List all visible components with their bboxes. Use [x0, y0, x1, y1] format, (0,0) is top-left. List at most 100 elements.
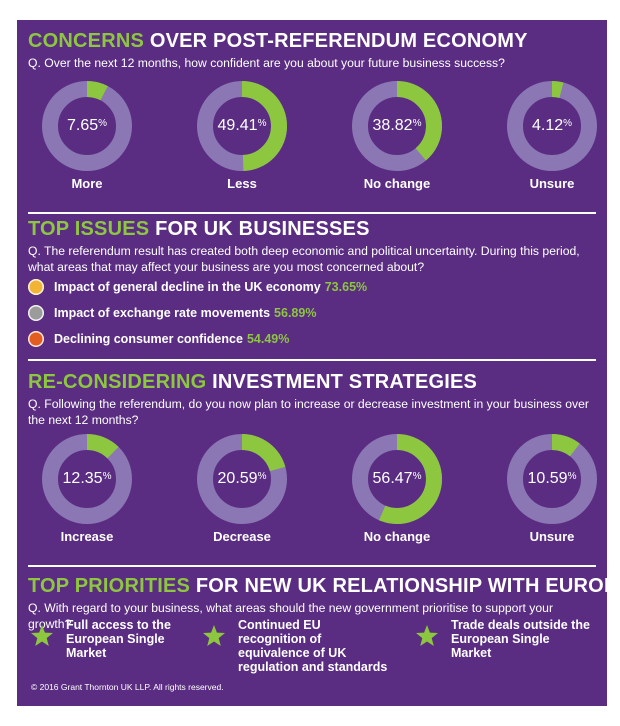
donut-value-number: 7.65 [66, 117, 99, 134]
title-highlight: TOP PRIORITIES [28, 575, 191, 597]
donut-chart: 49.41% Less [182, 80, 302, 210]
donut-svg [352, 434, 442, 524]
divider [28, 212, 596, 214]
donut-value-label: 56.47% [337, 469, 457, 489]
issue-label: Declining consumer confidence [54, 332, 243, 346]
donut-category-label: More [71, 176, 103, 191]
section-title: RE-CONSIDERING INVESTMENT STRATEGIES [28, 371, 598, 393]
donut-category-label: Less [227, 176, 257, 191]
donut-category-label: Decrease [213, 529, 271, 544]
donut-chart: 7.65% More [27, 80, 147, 210]
divider [28, 359, 596, 361]
percent-sign: % [412, 118, 422, 129]
donut-value-number: 10.59 [527, 470, 568, 487]
issue-item: Impact of general decline in the UK econ… [28, 277, 367, 297]
donut-svg [197, 81, 287, 171]
donut-svg [352, 81, 442, 171]
donut-value-arc [352, 81, 442, 171]
donut-chart: 38.82% No change [337, 80, 457, 210]
percent-sign: % [102, 471, 112, 482]
percent-sign: % [412, 471, 422, 482]
section-priorities: TOP PRIORITIES FOR NEW UK RELATIONSHIP W… [28, 575, 620, 632]
donut-value-number: 4.12 [531, 117, 564, 134]
donut-category-label: Unsure [529, 529, 575, 544]
section-title: TOP PRIORITIES FOR NEW UK RELATIONSHIP W… [28, 575, 620, 597]
donut-value-arc [352, 434, 442, 524]
issue-value: 56.89% [274, 306, 317, 320]
donut-chart: 10.59% Unsure [492, 433, 612, 563]
donut-value-label: 38.82% [337, 116, 457, 136]
question-text: Q. Over the next 12 months, how confiden… [28, 56, 505, 70]
donut-value-arc [197, 81, 287, 171]
donut-value-arc [507, 434, 597, 524]
section-investment: RE-CONSIDERING INVESTMENT STRATEGIES Q. … [28, 371, 598, 428]
donut-category-label: Increase [60, 529, 114, 544]
copyright-text: © 2016 Grant Thornton UK LLP. All rights… [31, 682, 224, 692]
star-icon [203, 625, 225, 646]
donut-svg [42, 434, 132, 524]
priority-label: Continued EU recognition of equivalence … [238, 618, 388, 674]
percent-sign: % [257, 471, 267, 482]
donut-category-label: Unsure [529, 176, 575, 191]
section-title: CONCERNS OVER POST-REFERENDUM ECONOMY [28, 30, 598, 52]
donut-svg [507, 81, 597, 171]
issue-value: 54.49% [246, 332, 290, 346]
donut-svg [197, 434, 287, 524]
donut-category-label: No change [363, 176, 431, 191]
question-text: Q. The referendum result has created bot… [28, 244, 580, 274]
donut-value-arc [197, 434, 287, 524]
title-rest: INVESTMENT STRATEGIES [206, 371, 478, 393]
priority-item: Trade deals outside the European Single … [415, 618, 591, 664]
issue-value: 73.65% [324, 280, 368, 294]
donut-value-arc [507, 81, 597, 171]
donut-value-label: 20.59% [182, 469, 302, 489]
donut-value-label: 10.59% [492, 469, 612, 489]
percent-sign: % [257, 118, 267, 129]
question-text: Q. Following the referendum, do you now … [28, 397, 589, 427]
grey-circle-icon [28, 305, 44, 321]
donut-chart: 4.12% Unsure [492, 80, 612, 210]
title-highlight: TOP ISSUES [28, 218, 150, 240]
donut-value-number: 20.59 [217, 470, 258, 487]
priority-label: Full access to the European Single Marke… [66, 618, 171, 660]
donut-value-label: 49.41% [182, 116, 302, 136]
priority-item: Continued EU recognition of equivalence … [202, 618, 388, 674]
issue-label: Impact of general decline in the UK econ… [54, 280, 321, 294]
donut-value-label: 4.12% [492, 116, 612, 136]
percent-sign: % [98, 118, 108, 129]
donut-row-investment: 12.35% Increase 20.59% Decrease 56.47% No cha… [17, 433, 607, 563]
donut-chart: 56.47% No change [337, 433, 457, 563]
orange-circle-icon [28, 331, 44, 347]
title-rest: FOR NEW UK RELATIONSHIP WITH EUROPE [190, 575, 620, 597]
donut-chart: 20.59% Decrease [182, 433, 302, 563]
percent-sign: % [563, 118, 573, 129]
divider [28, 565, 596, 567]
gold-circle-icon [28, 279, 44, 295]
donut-value-label: 7.65% [27, 116, 147, 136]
donut-row-confidence: 7.65% More 49.41% Less 38.82% No change 4.12% U… [17, 80, 607, 210]
section-top-issues: TOP ISSUES FOR UK BUSINESSES Q. The refe… [28, 218, 598, 275]
donut-value-number: 56.47 [372, 470, 413, 487]
star-icon [31, 625, 53, 646]
section-title: TOP ISSUES FOR UK BUSINESSES [28, 218, 598, 240]
donut-value-number: 38.82 [372, 117, 413, 134]
donut-value-label: 12.35% [27, 469, 147, 489]
issue-label: Impact of exchange rate movements [54, 306, 271, 320]
donut-value-number: 12.35 [62, 470, 103, 487]
issue-item: Impact of exchange rate movements 56.89% [28, 303, 316, 323]
question-text: Q. With regard to your business, what ar… [28, 601, 554, 631]
donut-value-arc [42, 81, 132, 171]
section-concerns: CONCERNS OVER POST-REFERENDUM ECONOMY Q.… [28, 30, 598, 71]
issue-item: Declining consumer confidence 54.49% [28, 329, 289, 349]
donut-chart: 12.35% Increase [27, 433, 147, 563]
donut-svg [42, 81, 132, 171]
title-highlight: CONCERNS [28, 30, 145, 52]
donut-category-label: No change [363, 529, 431, 544]
infographic-panel: CONCERNS OVER POST-REFERENDUM ECONOMY Q.… [17, 20, 620, 706]
priority-label: Trade deals outside the European Single … [451, 618, 590, 660]
donut-value-number: 49.41 [217, 117, 258, 134]
donut-svg [507, 434, 597, 524]
star-icon [416, 625, 438, 646]
title-rest: FOR UK BUSINESSES [149, 218, 370, 240]
priority-item: Full access to the European Single Marke… [30, 618, 206, 664]
